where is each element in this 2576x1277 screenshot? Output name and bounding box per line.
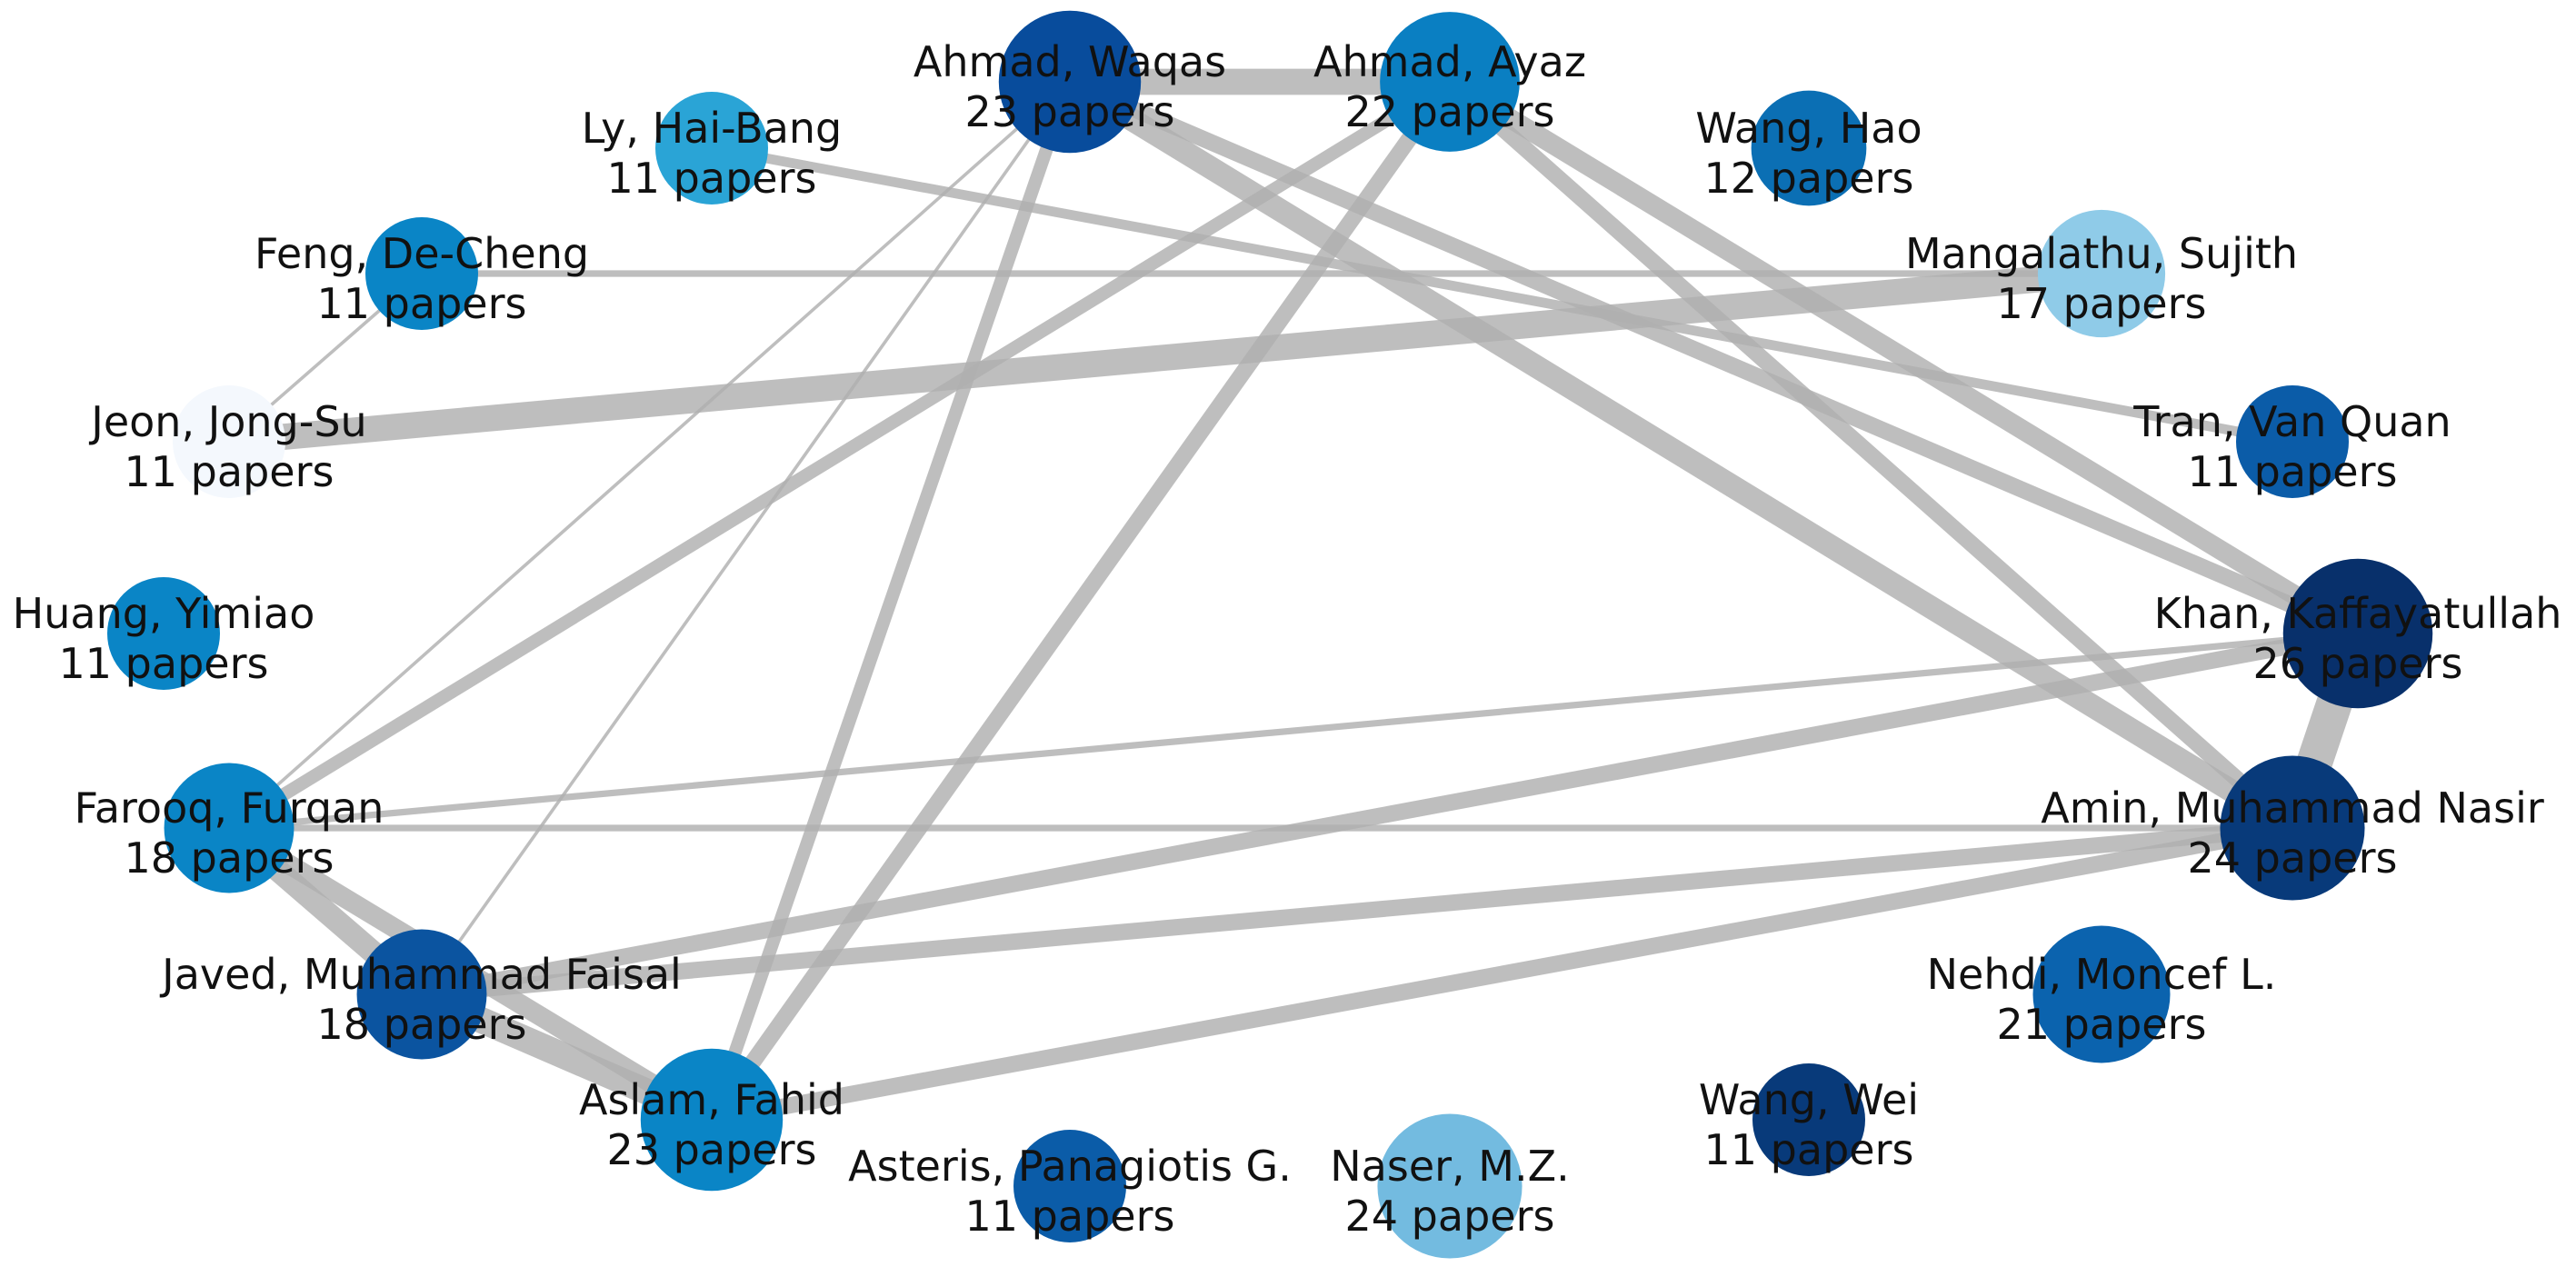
node-name: Ahmad, Ayaz xyxy=(1313,37,1586,86)
node-paper-count: 12 papers xyxy=(1704,154,1914,203)
node-label-feng_decheng: Feng, De-Cheng 11 papers xyxy=(255,229,589,328)
node-label-khan_kaffayatullah: Khan, Kaffayatullah 26 papers xyxy=(2154,589,2562,688)
node-name: Huang, Yimiao xyxy=(13,589,315,638)
node-khan_kaffayatullah xyxy=(2282,558,2433,709)
node-label-ahmad_ayaz: Ahmad, Ayaz 22 papers xyxy=(1313,37,1586,136)
node-label-amin_muhammad_nasir: Amin, Muhammad Nasir 24 papers xyxy=(2041,783,2544,883)
node-label-farooq_furqan: Farooq, Furqan 18 papers xyxy=(75,783,384,883)
edge-amin_muhammad_nasir-aslam_fahid xyxy=(710,820,2294,1128)
node-tran_vanquan xyxy=(2236,385,2349,498)
node-paper-count: 17 papers xyxy=(1997,279,2207,328)
node-farooq_furqan xyxy=(164,763,295,893)
node-paper-count: 18 papers xyxy=(125,833,334,883)
edge-ahmad_waqas-aslam_fahid xyxy=(705,79,1076,1122)
edge-ahmad_waqas-javed_muhammad_faisal xyxy=(420,80,1072,996)
node-label-asteris_panagiotis: Asteris, Panagiotis G. 11 papers xyxy=(848,1142,1292,1241)
node-nehdi_moncef xyxy=(2032,925,2171,1063)
node-paper-count: 21 papers xyxy=(1997,1000,2207,1049)
node-name: Asteris, Panagiotis G. xyxy=(848,1142,1292,1191)
node-paper-count: 22 papers xyxy=(1345,87,1555,136)
edge-ahmad_waqas-farooq_furqan xyxy=(227,80,1072,830)
node-name: Tran, Van Quan xyxy=(2132,397,2451,446)
node-ly_haibang xyxy=(655,92,768,205)
node-label-aslam_fahid: Aslam, Fahid 23 papers xyxy=(579,1075,844,1174)
node-name: Jeon, Jong-Su xyxy=(88,397,366,446)
node-label-javed_muhammad_faisal: Javed, Muhammad Faisal 18 papers xyxy=(159,950,682,1049)
node-label-jeon_jongsu: Jeon, Jong-Su 11 papers xyxy=(88,397,366,496)
node-name: Ly, Hai-Bang xyxy=(582,104,843,153)
node-ahmad_ayaz xyxy=(1380,12,1520,152)
node-paper-count: 23 papers xyxy=(965,87,1175,136)
node-paper-count: 11 papers xyxy=(607,154,817,203)
node-name: Khan, Kaffayatullah xyxy=(2154,589,2562,638)
edge-ahmad_ayaz-aslam_fahid xyxy=(704,76,1457,1125)
node-label-wang_hao: Wang, Hao 12 papers xyxy=(1695,104,1922,203)
node-label-wang_wei: Wang, Wei 11 papers xyxy=(1699,1075,1919,1174)
node-name: Aslam, Fahid xyxy=(579,1075,844,1124)
node-name: Farooq, Furqan xyxy=(75,783,384,833)
node-feng_decheng xyxy=(365,217,478,330)
node-asteris_panagiotis xyxy=(1013,1130,1126,1242)
node-paper-count: 23 papers xyxy=(607,1125,817,1174)
node-label-tran_vanquan: Tran, Van Quan 11 papers xyxy=(2132,397,2451,496)
node-name: Wang, Wei xyxy=(1699,1075,1919,1124)
node-name: Feng, De-Cheng xyxy=(255,229,589,278)
node-aslam_fahid xyxy=(640,1048,784,1192)
node-amin_muhammad_nasir xyxy=(2220,755,2365,901)
node-wang_hao xyxy=(1751,90,1867,206)
node-paper-count: 11 papers xyxy=(125,447,334,496)
node-wang_wei xyxy=(1752,1063,1865,1176)
node-jeon_jongsu xyxy=(173,385,285,498)
node-name: Amin, Muhammad Nasir xyxy=(2041,783,2544,833)
node-paper-count: 11 papers xyxy=(59,639,269,688)
edge-ahmad_waqas-amin_muhammad_nasir xyxy=(1063,72,2299,838)
node-paper-count: 11 papers xyxy=(317,279,527,328)
nodes-layer xyxy=(107,10,2433,1259)
node-naser_mz xyxy=(1377,1113,1523,1259)
node-mangalathu_sujith xyxy=(2037,209,2166,338)
node-paper-count: 24 papers xyxy=(1345,1192,1555,1241)
node-paper-count: 11 papers xyxy=(1704,1125,1914,1174)
node-label-huang_yimiao: Huang, Yimiao 11 papers xyxy=(13,589,315,688)
node-paper-count: 18 papers xyxy=(317,1000,527,1049)
edge-amin_muhammad_nasir-javed_muhammad_faisal xyxy=(421,820,2293,1003)
node-name: Ahmad, Waqas xyxy=(914,37,1226,86)
node-name: Mangalathu, Sujith xyxy=(1905,229,2298,278)
node-label-nehdi_moncef: Nehdi, Moncef L. 21 papers xyxy=(1927,950,2277,1049)
node-javed_muhammad_faisal xyxy=(356,929,487,1060)
edge-khan_kaffayatullah-farooq_furqan xyxy=(228,630,2359,832)
node-paper-count: 11 papers xyxy=(2188,447,2398,496)
edge-ly_haibang-tran_vanquan xyxy=(711,143,2293,447)
node-paper-count: 11 papers xyxy=(965,1192,1175,1241)
node-label-mangalathu_sujith: Mangalathu, Sujith 17 papers xyxy=(1905,229,2298,328)
edge-mangalathu_sujith-jeon_jongsu xyxy=(227,260,2103,455)
node-label-ahmad_waqas: Ahmad, Waqas 23 papers xyxy=(914,37,1226,136)
node-label-ly_haibang: Ly, Hai-Bang 11 papers xyxy=(582,104,843,203)
edge-ahmad_ayaz-amin_muhammad_nasir xyxy=(1444,75,2298,834)
edge-ahmad_ayaz-farooq_furqan xyxy=(225,75,1453,834)
node-label-naser_mz: Naser, M.Z. 24 papers xyxy=(1330,1142,1569,1241)
edge-ahmad_ayaz-khan_kaffayatullah xyxy=(1444,73,2363,643)
node-huang_yimiao xyxy=(107,577,220,690)
edge-ahmad_waqas-khan_kaffayatullah xyxy=(1066,74,2361,642)
node-name: Javed, Muhammad Faisal xyxy=(159,950,682,999)
node-ahmad_waqas xyxy=(998,10,1142,154)
node-paper-count: 24 papers xyxy=(2188,833,2398,883)
edge-khan_kaffayatullah-javed_muhammad_faisal xyxy=(420,625,2360,1003)
node-paper-count: 26 papers xyxy=(2253,639,2463,688)
node-name: Wang, Hao xyxy=(1695,104,1922,153)
node-name: Nehdi, Moncef L. xyxy=(1927,950,2277,999)
node-name: Naser, M.Z. xyxy=(1330,1142,1569,1191)
